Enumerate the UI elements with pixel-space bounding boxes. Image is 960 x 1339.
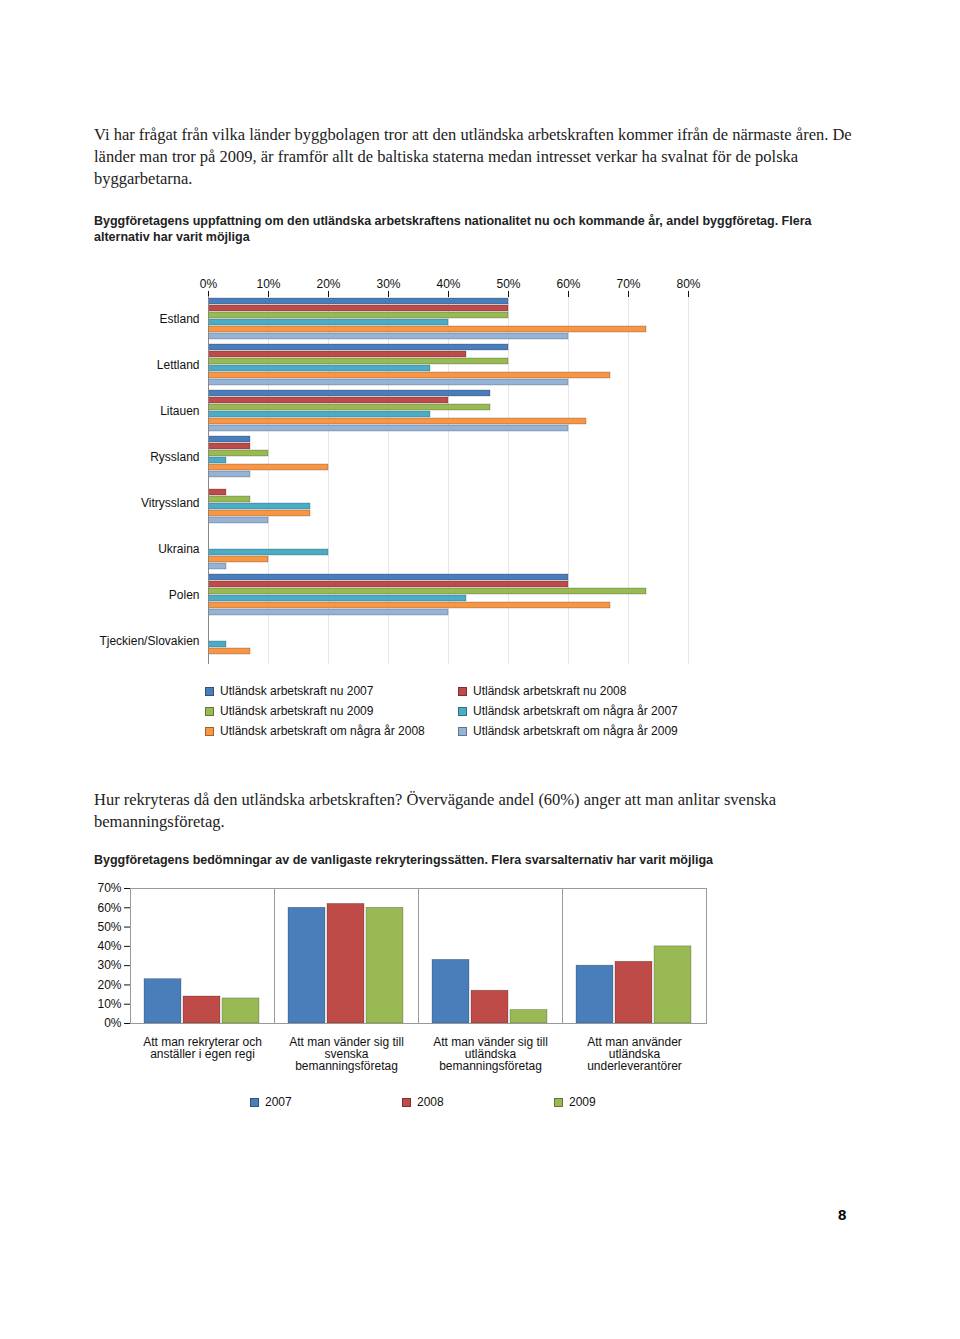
svg-text:20%: 20% bbox=[97, 978, 121, 992]
svg-text:50%: 50% bbox=[97, 920, 121, 934]
svg-text:Att man vänder sig tillsvenska: Att man vänder sig tillsvenskabemannings… bbox=[289, 1035, 404, 1073]
html-text:Vi har frågat från vilka lände: Vi har frågat från vilka länder byggbola… bbox=[94, 125, 852, 188]
svg-text:0%: 0% bbox=[200, 277, 218, 291]
html-text:Utländsk arbetskraft nu 2007: Utländsk arbetskraft nu 2007 bbox=[220, 684, 374, 698]
svg-text:30%: 30% bbox=[97, 958, 121, 972]
svg-text:80%: 80% bbox=[676, 277, 700, 291]
svg-text:20%: 20% bbox=[316, 277, 340, 291]
html-text:2008: 2008 bbox=[417, 1095, 444, 1109]
html-text:Byggföretagens uppfattning om: Byggföretagens uppfattning om den utländ… bbox=[94, 214, 812, 244]
html-text:8: 8 bbox=[838, 1206, 847, 1223]
svg-text:40%: 40% bbox=[97, 939, 121, 953]
svg-text:Litauen: Litauen bbox=[160, 404, 199, 418]
html-text:2009: 2009 bbox=[569, 1095, 596, 1109]
svg-text:50%: 50% bbox=[496, 277, 520, 291]
svg-text:Polen: Polen bbox=[169, 588, 200, 602]
svg-text:Ryssland: Ryssland bbox=[150, 450, 199, 464]
svg-text:40%: 40% bbox=[436, 277, 460, 291]
svg-text:Att man rekryterar ochanställe: Att man rekryterar ochanställer i egen r… bbox=[143, 1035, 262, 1061]
svg-text:Ukraina: Ukraina bbox=[158, 542, 200, 556]
svg-text:10%: 10% bbox=[97, 997, 121, 1011]
svg-text:Tjeckien/Slovakien: Tjeckien/Slovakien bbox=[99, 634, 199, 648]
svg-text:Lettland: Lettland bbox=[157, 358, 200, 372]
svg-text:0%: 0% bbox=[104, 1016, 122, 1030]
html-text:Utländsk arbetskraft om några: Utländsk arbetskraft om några år 2007 bbox=[473, 704, 678, 718]
svg-text:30%: 30% bbox=[376, 277, 400, 291]
html-text:2007: 2007 bbox=[265, 1095, 292, 1109]
svg-text:70%: 70% bbox=[616, 277, 640, 291]
svg-text:Vitryssland: Vitryssland bbox=[141, 496, 199, 510]
svg-text:Att man använderutländskaunder: Att man använderutländskaunderleverantör… bbox=[587, 1035, 682, 1073]
html-text:Utländsk arbetskraft nu 2009: Utländsk arbetskraft nu 2009 bbox=[220, 704, 374, 718]
html-text:Hur rekryteras då den utländsk: Hur rekryteras då den utländska arbetskr… bbox=[94, 790, 777, 831]
svg-text:Estland: Estland bbox=[159, 312, 199, 326]
html-text:Utländsk arbetskraft nu 2008: Utländsk arbetskraft nu 2008 bbox=[473, 684, 627, 698]
svg-text:10%: 10% bbox=[256, 277, 280, 291]
svg-text:60%: 60% bbox=[97, 901, 121, 915]
svg-text:60%: 60% bbox=[556, 277, 580, 291]
svg-text:70%: 70% bbox=[97, 881, 121, 895]
svg-text:Att man vänder sig tillutländs: Att man vänder sig tillutländskabemannin… bbox=[433, 1035, 548, 1073]
html-text:Byggföretagens bedömningar av: Byggföretagens bedömningar av de vanliga… bbox=[94, 853, 713, 867]
html-text:Utländsk arbetskraft om några: Utländsk arbetskraft om några år 2008 bbox=[220, 724, 425, 738]
html-text:Utländsk arbetskraft om några: Utländsk arbetskraft om några år 2009 bbox=[473, 724, 678, 738]
